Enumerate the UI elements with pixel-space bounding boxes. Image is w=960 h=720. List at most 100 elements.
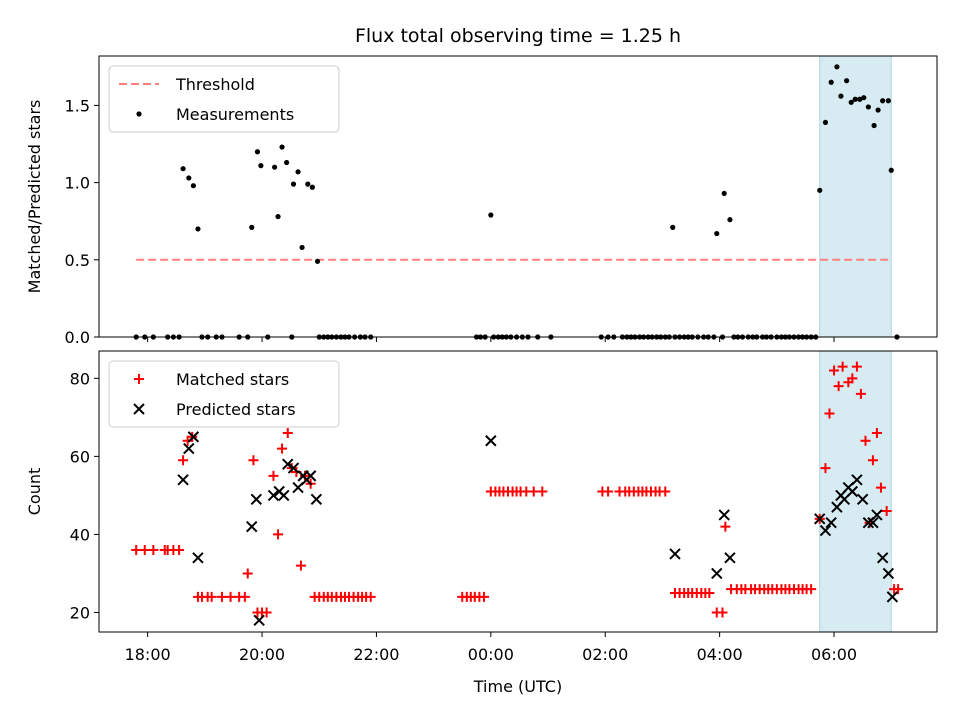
matched-point: [528, 486, 539, 497]
matched-point: [875, 482, 886, 493]
predicted-point: [192, 552, 204, 564]
matched-point: [704, 587, 715, 598]
data-point: [857, 96, 863, 102]
matched-point: [206, 591, 217, 602]
data-point: [828, 79, 834, 85]
matched-point: [295, 560, 306, 571]
count-panel: 20 40 60 80 18:00 20:00 22:00 00:00 02:00 04:00 06…: [25, 350, 938, 664]
matched-point: [239, 591, 250, 602]
legend-predicted-swatch: [133, 403, 145, 415]
highlight-span: [819, 55, 892, 338]
series-matched-stars: [131, 361, 904, 618]
data-point: [852, 96, 858, 102]
legend-box: [108, 360, 340, 428]
data-point: [844, 78, 850, 84]
matched-point: [824, 408, 835, 419]
data-point: [817, 187, 823, 193]
axes-frame: [98, 350, 938, 633]
predicted-point: [856, 493, 869, 506]
predicted-point: [819, 524, 832, 537]
legend-box: [108, 65, 340, 133]
data-point: [299, 244, 305, 251]
data-point: [861, 95, 867, 101]
matched-point: [820, 463, 831, 474]
predicted-point: [876, 552, 889, 564]
axes-frame: [98, 55, 938, 338]
predicted-point: [724, 552, 736, 564]
predicted-point: [867, 517, 879, 529]
predicted-point: [871, 509, 883, 521]
predicted-point: [718, 509, 730, 521]
legend: Threshold Measurements: [108, 65, 340, 133]
matched-point: [273, 529, 284, 540]
matched-point: [720, 521, 731, 532]
data-point: [838, 93, 844, 99]
matched-point: [178, 455, 189, 466]
predicted-point: [711, 567, 723, 580]
series-predicted-stars: [177, 431, 899, 626]
legend-label: Measurements: [176, 105, 294, 124]
predicted-point: [246, 520, 258, 533]
data-point: [249, 224, 255, 230]
predicted-point: [253, 614, 265, 626]
y-tick-label: 1.5: [65, 96, 90, 115]
predicted-point: [177, 474, 189, 486]
data-point: [254, 149, 261, 155]
matched-point: [860, 435, 871, 446]
predicted-point: [310, 493, 323, 506]
predicted-point: [882, 567, 895, 580]
data-point: [721, 190, 727, 197]
matched-point: [131, 545, 142, 556]
data-point: [279, 144, 285, 150]
predicted-point: [282, 458, 294, 470]
y-tick-label: 1.0: [65, 174, 90, 193]
matched-point: [871, 427, 882, 438]
x-tick-label: 22:00: [353, 645, 399, 664]
matched-point: [867, 455, 878, 466]
series-measurements: [133, 64, 900, 340]
data-point: [258, 163, 264, 169]
predicted-point: [814, 513, 826, 525]
matched-point: [268, 470, 279, 481]
data-point: [195, 226, 201, 232]
data-point: [272, 164, 278, 170]
matched-point: [282, 427, 293, 438]
matched-point: [478, 591, 489, 602]
chart-title: Flux total observing time = 1.25 h: [355, 25, 681, 47]
matched-point: [277, 443, 288, 454]
data-point: [714, 230, 720, 237]
predicted-point: [485, 435, 497, 447]
data-point: [888, 167, 894, 173]
data-point: [670, 224, 676, 230]
y-tick-label: 80: [70, 369, 90, 388]
matched-point: [365, 591, 376, 602]
matched-point: [603, 486, 614, 497]
matched-point: [537, 486, 548, 497]
predicted-point: [287, 462, 300, 474]
data-point: [180, 166, 186, 172]
matched-point: [717, 607, 728, 618]
predicted-point: [851, 474, 863, 486]
predicted-point: [825, 517, 837, 529]
matched-point: [148, 545, 159, 556]
data-point: [822, 119, 829, 125]
matched-point: [893, 584, 904, 595]
matched-point: [174, 545, 185, 556]
matched-point: [261, 607, 272, 618]
data-point: [284, 159, 290, 166]
matched-point: [806, 584, 817, 595]
matched-point: [225, 591, 236, 602]
predicted-point: [886, 591, 899, 603]
matched-point: [833, 381, 844, 392]
data-point: [295, 169, 301, 175]
legend: Matched stars Predicted stars: [108, 360, 340, 428]
data-point: [275, 213, 281, 220]
matched-point: [139, 545, 150, 556]
predicted-point: [846, 485, 859, 498]
data-point: [314, 258, 321, 264]
matched-point: [242, 568, 253, 579]
predicted-point: [183, 442, 195, 455]
data-point: [186, 175, 192, 181]
data-point: [871, 122, 877, 129]
